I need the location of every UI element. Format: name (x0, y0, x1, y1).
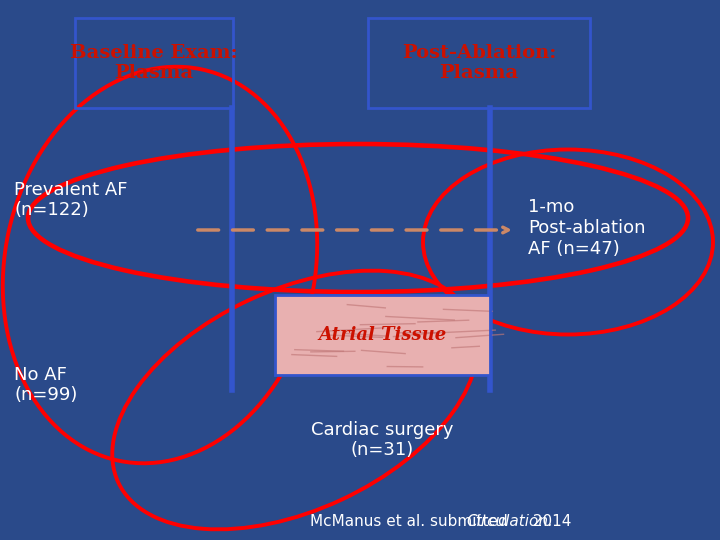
Text: Atrial Tissue: Atrial Tissue (318, 326, 446, 344)
Text: Cardiac surgery
(n=31): Cardiac surgery (n=31) (311, 421, 454, 460)
Text: 1-mo
Post-ablation
AF (n=47): 1-mo Post-ablation AF (n=47) (528, 198, 646, 258)
Bar (75, 18, 233, 108)
Text: Post-Ablation:
Plasma: Post-Ablation: Plasma (402, 44, 556, 83)
Text: McManus et al. submitted: McManus et al. submitted (310, 515, 513, 530)
Text: Prevalent AF
(n=122): Prevalent AF (n=122) (14, 180, 127, 219)
Bar (275, 295, 490, 375)
Bar (275, 295, 490, 375)
Text: Baseline Exam:
Plasma: Baseline Exam: Plasma (70, 44, 238, 83)
Text: 2014: 2014 (528, 515, 572, 530)
Bar (368, 18, 590, 108)
Text: No AF
(n=99): No AF (n=99) (14, 366, 77, 404)
Text: Circulation.: Circulation. (466, 515, 553, 530)
